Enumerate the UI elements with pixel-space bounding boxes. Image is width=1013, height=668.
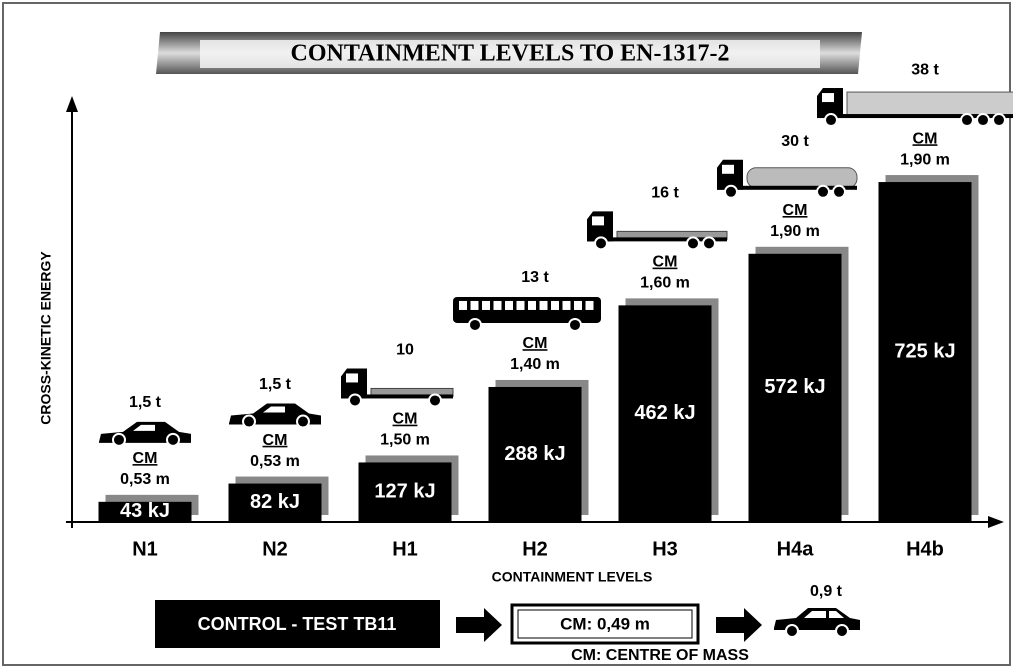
vehicle-icon bbox=[453, 297, 601, 331]
vehicle-icon bbox=[587, 211, 727, 249]
test-mass: 0,9 t bbox=[810, 583, 843, 600]
x-tick-label: H2 bbox=[522, 538, 548, 560]
value-label: 725 kJ bbox=[894, 340, 955, 362]
window bbox=[346, 373, 358, 382]
window bbox=[574, 301, 582, 310]
wheel bbox=[817, 186, 829, 198]
wheel bbox=[349, 394, 361, 406]
y-axis-arrow bbox=[66, 96, 78, 112]
control-test: CONTROL - TEST TB11 bbox=[198, 614, 397, 634]
value-label: 127 kJ bbox=[374, 481, 435, 503]
test-car bbox=[774, 608, 860, 637]
wheel bbox=[429, 394, 441, 406]
window bbox=[822, 93, 834, 102]
cm-label: CM bbox=[523, 335, 548, 352]
cm-label: CM bbox=[393, 411, 418, 428]
window bbox=[505, 301, 513, 310]
vehicle-icon bbox=[99, 422, 191, 446]
window bbox=[563, 301, 571, 310]
window bbox=[517, 301, 525, 310]
cm-height: 0,53 m bbox=[120, 471, 170, 488]
arrow bbox=[456, 608, 502, 642]
wheel bbox=[993, 114, 1005, 126]
vehicle-mass: 13 t bbox=[521, 269, 549, 286]
window bbox=[528, 301, 536, 310]
cm-note: CM: CENTRE OF MASS bbox=[571, 647, 749, 664]
wheel bbox=[297, 416, 309, 428]
window bbox=[540, 301, 548, 310]
window bbox=[551, 301, 559, 310]
wheel bbox=[687, 237, 699, 249]
wheel bbox=[167, 434, 179, 446]
cm-label: CM bbox=[913, 130, 938, 147]
wheel bbox=[961, 114, 973, 126]
wheel bbox=[703, 237, 715, 249]
cm-height: 0,53 m bbox=[250, 453, 300, 470]
window bbox=[482, 301, 490, 310]
vehicle-icon bbox=[717, 160, 857, 198]
window bbox=[459, 301, 467, 310]
window bbox=[586, 301, 594, 310]
wheel bbox=[113, 434, 125, 446]
x-tick-label: N2 bbox=[262, 538, 288, 560]
window bbox=[494, 301, 502, 310]
wheel bbox=[569, 319, 581, 331]
x-tick-label: H1 bbox=[392, 538, 418, 560]
value-label: 572 kJ bbox=[764, 376, 825, 398]
cm-height: 1,60 m bbox=[640, 275, 690, 292]
wheel bbox=[977, 114, 989, 126]
window bbox=[471, 301, 479, 310]
vehicle-icon bbox=[229, 404, 321, 428]
tank bbox=[747, 168, 857, 188]
cm-height: 1,90 m bbox=[770, 223, 820, 240]
cm-height: 1,50 m bbox=[380, 432, 430, 449]
vehicle-mass: 38 t bbox=[911, 61, 939, 78]
control-cm: CM: 0,49 m bbox=[560, 614, 650, 633]
vehicle-icon bbox=[817, 88, 1013, 126]
vehicle-mass: 10 bbox=[396, 342, 414, 359]
cm-label: CM bbox=[133, 450, 158, 467]
x-tick-label: H3 bbox=[652, 538, 678, 560]
value-label: 462 kJ bbox=[634, 402, 695, 424]
x-tick-label: H4b bbox=[906, 538, 944, 560]
trailer bbox=[847, 92, 1013, 116]
vehicle-icon bbox=[341, 368, 453, 406]
window bbox=[722, 165, 734, 174]
cm-height: 1,40 m bbox=[510, 356, 560, 373]
wheel bbox=[725, 186, 737, 198]
value-label: 288 kJ bbox=[504, 443, 565, 465]
y-axis-label: CROSS-KINETIC ENERGY bbox=[38, 251, 54, 425]
window bbox=[592, 216, 604, 225]
cm-label: CM bbox=[783, 202, 808, 219]
chart-title: CONTAINMENT LEVELS TO EN-1317-2 bbox=[291, 41, 730, 67]
wheel bbox=[595, 237, 607, 249]
x-tick-label: H4a bbox=[777, 538, 815, 560]
value-label: 82 kJ bbox=[250, 491, 300, 513]
vehicle-mass: 1,5 t bbox=[129, 394, 162, 411]
wheel bbox=[243, 416, 255, 428]
x-axis-arrow bbox=[988, 516, 1004, 528]
cm-label: CM bbox=[653, 254, 678, 271]
vehicle-mass: 16 t bbox=[651, 185, 679, 202]
value-label: 43 kJ bbox=[120, 500, 170, 522]
x-axis-label: CONTAINMENT LEVELS bbox=[492, 569, 653, 585]
vehicle-mass: 1,5 t bbox=[259, 376, 292, 393]
chart: CONTAINMENT LEVELS TO EN-1317-2 CROSS-KI… bbox=[0, 0, 1013, 668]
cm-height: 1,90 m bbox=[900, 151, 950, 168]
x-tick-label: N1 bbox=[132, 538, 158, 560]
wheel bbox=[469, 319, 481, 331]
arrow bbox=[716, 608, 762, 642]
vehicle-mass: 30 t bbox=[781, 133, 809, 150]
wheel bbox=[825, 114, 837, 126]
wheel bbox=[833, 186, 845, 198]
cm-label: CM bbox=[263, 432, 288, 449]
